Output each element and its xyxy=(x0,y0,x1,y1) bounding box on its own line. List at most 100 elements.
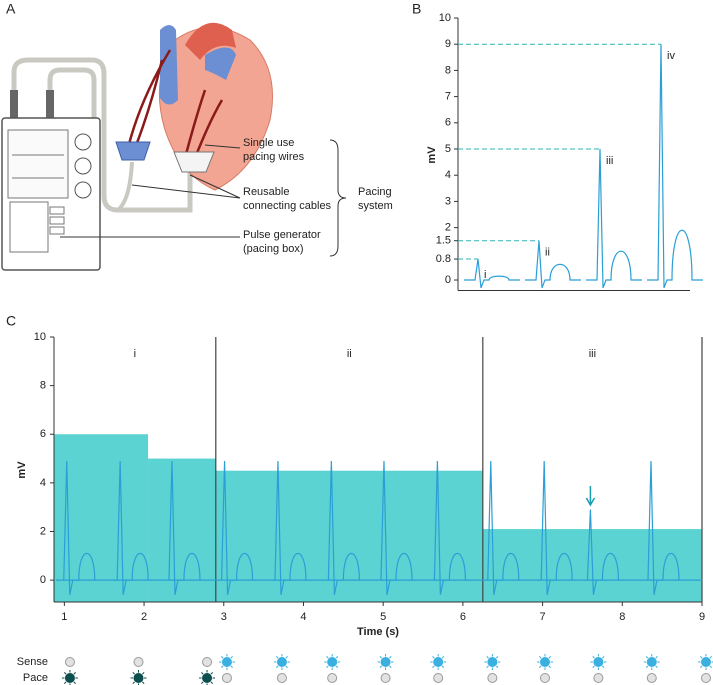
sense-indicator xyxy=(593,657,604,667)
y-tick-label: 7 xyxy=(445,91,451,103)
indicator-ray xyxy=(432,655,435,659)
sense-indicator xyxy=(64,657,75,667)
y-tick-label: 5 xyxy=(445,143,451,155)
indicator-ray xyxy=(709,655,712,659)
beat xyxy=(487,460,520,595)
pace-indicator xyxy=(327,673,338,683)
x-tick-label: 4 xyxy=(300,611,306,623)
sense-indicator xyxy=(700,657,711,667)
beat xyxy=(525,240,581,289)
leader-line xyxy=(131,174,241,199)
pacing-wire xyxy=(126,49,172,149)
y-tick-label: 0 xyxy=(445,274,451,286)
indicator-ray xyxy=(201,671,204,675)
pace-indicator xyxy=(202,673,213,683)
adapter xyxy=(115,141,151,161)
vena-cava xyxy=(160,25,178,105)
diagram-label: Pulse generator xyxy=(243,229,321,241)
indicator-ray xyxy=(132,681,135,685)
indicator-ray xyxy=(275,655,279,659)
indicator-ray xyxy=(548,665,551,669)
peak-label: iii xyxy=(606,155,613,167)
sense-indicator xyxy=(646,657,657,667)
beat xyxy=(63,460,96,595)
y-axis-label: mV xyxy=(16,461,28,479)
y-tick-label: 6 xyxy=(40,428,46,440)
indicator-ray xyxy=(645,655,649,659)
indicator-ray xyxy=(63,681,67,685)
x-tick-label: 6 xyxy=(460,611,466,623)
pace-indicator xyxy=(276,673,287,683)
pace-indicator xyxy=(221,673,232,683)
beat xyxy=(586,148,642,289)
indicator-ray xyxy=(326,665,329,669)
indicator-ray xyxy=(441,655,445,659)
indicator-ray xyxy=(441,665,445,669)
cable xyxy=(11,57,193,213)
diagram-label: Reusable xyxy=(243,186,289,198)
panel-label: C xyxy=(6,313,16,329)
indicator-ray xyxy=(220,665,224,669)
sense-indicator xyxy=(327,657,338,667)
beat xyxy=(220,460,254,595)
diagram-label: (pacing box) xyxy=(243,243,304,255)
button xyxy=(49,206,65,215)
beat xyxy=(274,460,307,595)
y-tick-label: 2 xyxy=(445,222,451,234)
adapter xyxy=(173,151,215,173)
indicator-ray xyxy=(495,655,499,659)
x-tick-label: 9 xyxy=(699,611,705,623)
pace-indicator xyxy=(433,673,444,683)
peak-label: i xyxy=(484,269,486,281)
indicator-ray xyxy=(132,671,135,675)
beat xyxy=(327,460,360,595)
indicator-ray xyxy=(592,655,595,659)
indicator-ray xyxy=(326,655,329,659)
indicator-ray xyxy=(655,655,658,659)
indicator-ray xyxy=(220,655,224,659)
indicator-ray xyxy=(601,655,605,659)
leader-line xyxy=(204,144,241,149)
indicator-ray xyxy=(142,671,145,675)
diagram-label: pacing wires xyxy=(243,151,305,163)
pace-indicator xyxy=(539,673,550,683)
brace xyxy=(329,139,347,257)
diagram-label: connecting cables xyxy=(243,200,332,212)
panel xyxy=(9,201,49,253)
x-tick-label: 8 xyxy=(619,611,625,623)
y-tick-label: 10 xyxy=(439,12,451,24)
indicator-ray xyxy=(592,665,595,669)
indicator-ray xyxy=(63,671,67,675)
pacing-diagram: Single use pacing wires Reusable connect… xyxy=(1,22,393,271)
beat xyxy=(464,258,520,289)
button xyxy=(74,181,92,199)
pacing-wire xyxy=(183,89,207,159)
cable xyxy=(116,161,134,212)
indicator-ray xyxy=(210,671,214,675)
beat xyxy=(380,460,413,595)
y-tick-label: 6 xyxy=(445,117,451,129)
sense-indicator xyxy=(433,657,444,667)
indicator-ray xyxy=(379,665,383,669)
button xyxy=(49,216,65,225)
beat xyxy=(116,460,149,595)
indicator-ray xyxy=(709,665,712,669)
sense-indicator xyxy=(133,657,144,667)
pulmonary-artery xyxy=(205,47,236,80)
indicator-ray xyxy=(285,655,288,659)
x-tick-label: 2 xyxy=(141,611,147,623)
segment-label: iii xyxy=(589,348,596,360)
arrow xyxy=(585,486,596,507)
y-tick-label: 0.8 xyxy=(436,253,451,265)
display xyxy=(7,129,69,199)
y-axis-label: mV xyxy=(426,146,438,164)
beat xyxy=(540,460,573,595)
button xyxy=(49,226,65,235)
panel-label: A xyxy=(6,1,16,17)
y-tick-label: 0 xyxy=(40,574,46,586)
pace-indicator xyxy=(380,673,391,683)
y-tick-label: 4 xyxy=(445,169,451,181)
beat xyxy=(586,509,620,595)
x-tick-label: 5 xyxy=(380,611,386,623)
